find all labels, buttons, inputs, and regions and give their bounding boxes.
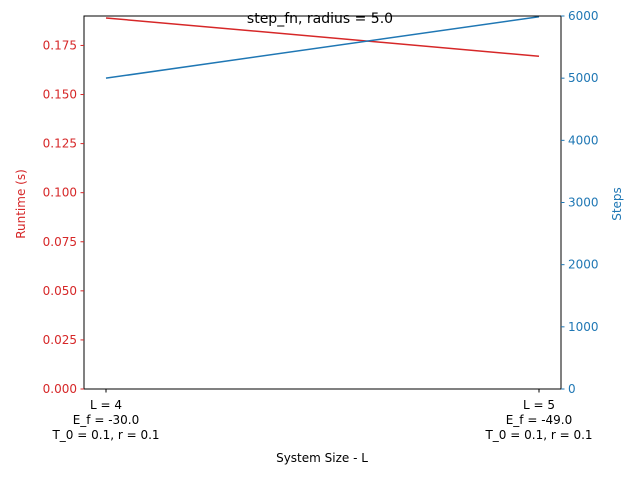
x-axis-tick-label-1-line-1: E_f = -49.0 [506,413,573,427]
plot-frame [83,15,562,390]
x-axis-tick-label-0-line-2: T_0 = 0.1, r = 0.1 [51,428,159,442]
x-axis-tick-label-0-line-1: E_f = -30.0 [73,413,140,427]
left-axis-tick-label-7: 0.175 [43,38,77,52]
series-line-left [105,17,540,57]
left-axis-tick-label-3: 0.075 [43,235,77,249]
left-axis-tick-label-2: 0.050 [43,284,77,298]
right-axis-tick-label-5: 5000 [568,71,599,85]
chart-title: step_fn, radius = 5.0 [247,11,393,27]
right-axis-tick-label-1: 1000 [568,320,599,334]
right-axis-tick-label-6: 6000 [568,9,599,23]
left-axis-tick-label-0: 0.000 [43,382,77,396]
x-axis-label: System Size - L [276,451,368,465]
right-axis-tick-label-2: 2000 [568,258,599,272]
left-axis-tick-label-5: 0.125 [43,137,77,151]
series-line-right [105,16,540,79]
right-axis-tick-label-3: 3000 [568,196,599,210]
right-axis-label: Steps [610,187,624,221]
plot-area: 0.000 0.025 0.050 0.075 0.100 0.125 0.150 0.175… [43,9,599,442]
right-axis-tick-label-0: 0 [568,382,576,396]
right-axis-tick-label-4: 4000 [568,133,599,147]
x-axis-tick-label-1-line-2: T_0 = 0.1, r = 0.1 [484,428,592,442]
x-axis-tick-label-0-line-0: L = 4 [90,398,122,412]
left-axis-tick-label-1: 0.025 [43,333,77,347]
left-axis-tick-label-4: 0.100 [43,186,77,200]
left-axis-label: Runtime (s) [14,169,28,239]
x-axis-tick-label-1-line-0: L = 5 [523,398,555,412]
left-axis-tick-label-6: 0.150 [43,88,77,102]
